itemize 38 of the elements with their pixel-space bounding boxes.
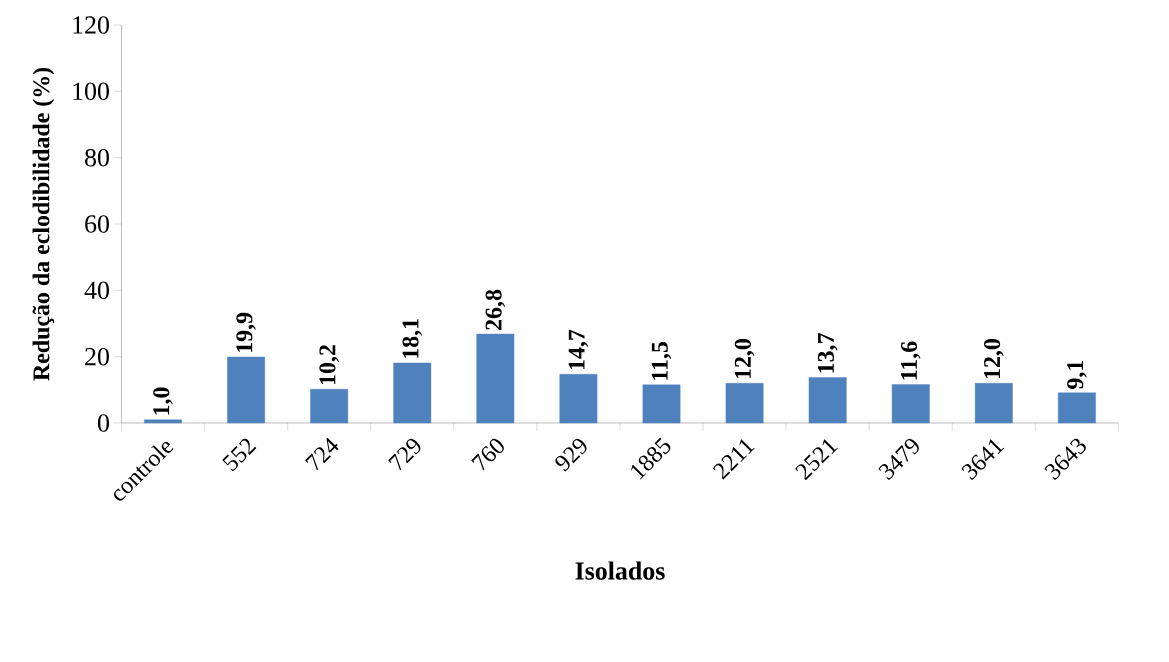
bar: [974, 382, 1013, 424]
x-tick-label: 760: [471, 438, 504, 471]
data-label: 11,5: [651, 342, 672, 380]
data-label: 11,6: [900, 341, 921, 380]
bar: [891, 384, 930, 424]
bar: [144, 419, 182, 424]
y-tick-label: 40: [84, 281, 109, 300]
bar: [227, 356, 265, 424]
y-tick-label: 80: [85, 148, 109, 167]
bar: [310, 388, 349, 424]
bar: [1058, 392, 1096, 424]
y-tick-label: 20: [85, 347, 109, 366]
data-label: 13,7: [817, 333, 838, 373]
data-label: 19,9: [236, 312, 256, 352]
x-tick-label: 724: [305, 437, 339, 471]
data-label: 9,1: [1067, 360, 1087, 389]
y-tick-label: 60: [85, 215, 109, 233]
bar: [642, 384, 681, 424]
y-axis-title: Redução da eclodibilidade (%): [32, 67, 55, 381]
data-label: 14,7: [568, 329, 589, 370]
bar: [476, 333, 515, 424]
y-tick-label: 120: [73, 16, 109, 34]
y-tick-label: 100: [73, 82, 109, 101]
data-label: 26,8: [485, 289, 506, 330]
x-tick-label: 552: [222, 438, 257, 472]
data-label: 1,0: [153, 387, 173, 415]
bar: [559, 374, 598, 424]
data-label: 18,1: [402, 319, 423, 358]
x-tick-label: 929: [555, 438, 587, 472]
data-label: 12,0: [734, 339, 755, 379]
data-label: 12,0: [984, 339, 1004, 379]
x-tick-label: 729: [388, 438, 421, 471]
x-axis-title: Isolados: [575, 561, 665, 580]
y-tick-label: 0: [97, 414, 109, 432]
bar: [808, 377, 847, 424]
bar: [393, 362, 432, 424]
bar: [725, 382, 764, 424]
data-label: 10,2: [319, 345, 339, 385]
